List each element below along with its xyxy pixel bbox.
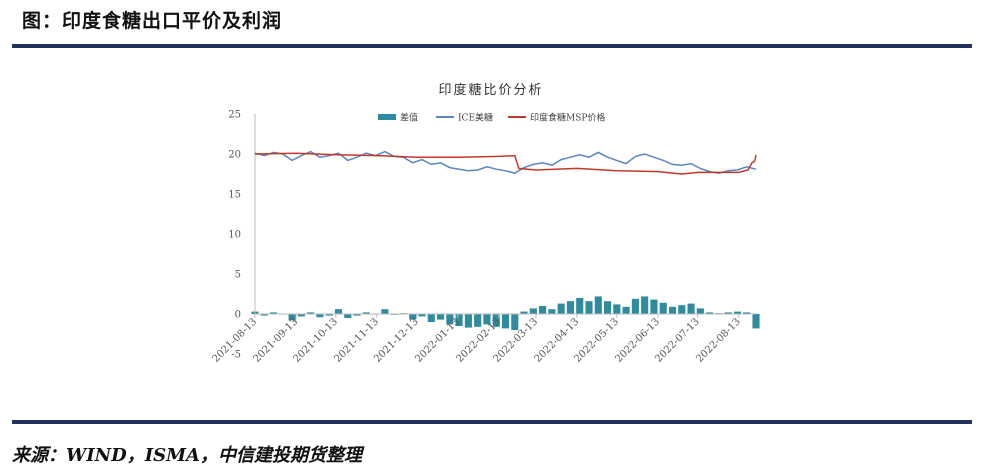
diff-bar: [464, 314, 472, 328]
diff-bar: [418, 314, 426, 317]
diff-bar: [604, 301, 612, 314]
diff-bar: [325, 314, 333, 316]
diff-bar: [511, 314, 519, 330]
legend: 差值 ICE美糖 印度食糖MSP价格: [378, 112, 605, 124]
diff-bar: [724, 312, 732, 314]
chart-title: 印度糖比价分析: [438, 82, 543, 98]
diff-bar: [548, 309, 556, 314]
diff-bar: [650, 299, 658, 314]
diff-bar: [687, 303, 695, 314]
diff-bar: [474, 314, 482, 327]
diff-bar: [427, 314, 435, 322]
diff-bar: [288, 314, 296, 321]
y-tick-label: -5: [231, 350, 241, 361]
y-tick-label: 0: [235, 310, 241, 321]
diff-bar: [344, 314, 352, 318]
diff-bar: [446, 314, 454, 325]
y-axis-ticks: 25 20 15 10 5 0 -5: [228, 110, 241, 361]
diff-bar: [270, 312, 278, 314]
diff-bar: [455, 314, 463, 326]
diff-bar: [529, 308, 537, 314]
series-lines: [254, 150, 757, 175]
diff-bar: [316, 314, 324, 318]
diff-bar: [437, 314, 445, 320]
msp-price-line: [254, 152, 757, 175]
diff-bar: [743, 312, 751, 314]
y-tick-label: 5: [235, 270, 241, 281]
diff-bar: [622, 306, 630, 314]
legend-label: 差值: [400, 112, 418, 124]
top-rule: [12, 44, 972, 48]
diff-bars: [251, 296, 760, 330]
diff-bar: [492, 314, 500, 327]
diff-bar: [353, 314, 361, 316]
legend-swatch-diff: [378, 114, 396, 120]
diff-bar: [706, 312, 714, 314]
diff-bar: [483, 314, 491, 325]
diff-bar: [585, 301, 593, 314]
diff-bar: [594, 296, 602, 314]
diff-bar: [678, 305, 686, 314]
legend-label: 印度食糖MSP价格: [530, 112, 605, 124]
bottom-rule: [12, 420, 972, 424]
diff-bar: [668, 306, 677, 314]
diff-bar: [566, 301, 574, 314]
diff-bar: [362, 312, 370, 314]
y-tick-label: 20: [228, 150, 241, 161]
diff-bar: [631, 298, 639, 314]
diff-bar: [297, 314, 305, 317]
diff-bar: [381, 309, 389, 314]
y-tick-label: 10: [228, 230, 241, 241]
legend-label: ICE美糖: [458, 112, 493, 124]
figure-title: 图：印度食糖出口平价及利润: [22, 10, 283, 32]
diff-bar: [696, 308, 704, 314]
diff-bar: [260, 314, 268, 316]
diff-bar: [307, 312, 315, 314]
diff-bar: [659, 302, 667, 314]
diff-bar: [733, 311, 741, 314]
diff-bar: [334, 309, 343, 314]
diff-bar: [409, 314, 417, 320]
diff-bar: [641, 296, 649, 314]
y-tick-label: 25: [228, 110, 241, 121]
source-note: 来源：WIND，ISMA，中信建投期货整理: [12, 445, 363, 466]
diff-bar: [613, 304, 621, 314]
diff-bar: [539, 306, 547, 314]
diff-bar: [501, 314, 510, 329]
diff-bar: [557, 303, 565, 314]
diff-bar: [576, 298, 584, 314]
x-tick-label: 2022-08-13: [694, 316, 743, 365]
diff-bar: [752, 314, 760, 329]
diff-bar: [520, 311, 528, 314]
ice-sugar-line: [254, 150, 757, 175]
y-tick-label: 15: [228, 190, 241, 201]
